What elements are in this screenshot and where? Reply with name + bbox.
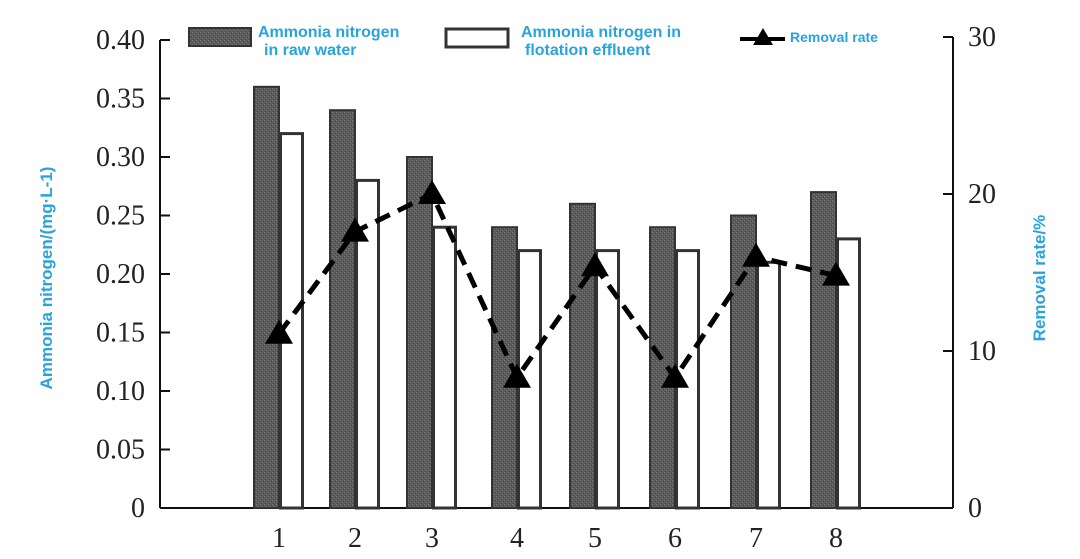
legend: Ammonia nitrogen in raw water Ammonia ni… xyxy=(188,24,878,59)
bars xyxy=(253,85,861,510)
y2-tick-label: 20 xyxy=(968,179,996,210)
x-ticks: 1 2 3 4 5 6 7 8 xyxy=(272,523,843,554)
y-tick-label: 0.05 xyxy=(96,435,145,466)
x-tick-label: 4 xyxy=(510,523,524,554)
y-tick-label: 0.30 xyxy=(96,142,145,173)
x-tick-label: 2 xyxy=(348,523,362,554)
bar-raw-water xyxy=(406,156,433,509)
legend-label-effluent-2: flotation effluent xyxy=(525,42,651,59)
y-tick-label: 0.10 xyxy=(96,376,145,407)
legend-label-raw-2: in raw water xyxy=(264,42,356,59)
right-ticks: 0 10 20 30 xyxy=(943,22,996,524)
bar-raw-water xyxy=(569,202,596,510)
y-tick-label: 0.15 xyxy=(96,318,145,349)
bar-flotation-effluent xyxy=(595,249,620,510)
removal-rate-marker xyxy=(822,261,850,286)
legend-marker-rate xyxy=(753,28,773,45)
left-ticks: 0 0.05 0.10 0.15 0.20 0.25 0.30 0.35 0.40 xyxy=(96,25,170,524)
y2-tick-label: 10 xyxy=(968,336,996,367)
y-tick-label: 0 xyxy=(131,493,145,524)
removal-rate-marker xyxy=(418,180,446,204)
y-tick-label: 0.40 xyxy=(96,25,145,56)
x-tick-label: 5 xyxy=(588,523,602,554)
x-tick-label: 7 xyxy=(749,523,763,554)
x-tick-label: 8 xyxy=(829,523,843,554)
removal-rate-marker xyxy=(265,319,293,344)
legend-swatch-effluent xyxy=(444,27,510,49)
bar-raw-water xyxy=(810,191,837,509)
y-axis-title: Ammonia nitrogen/(mg·L-1) xyxy=(37,167,56,390)
removal-rate-marker xyxy=(661,363,689,388)
bar-flotation-effluent xyxy=(355,178,380,510)
legend-label-rate: Removal rate xyxy=(790,29,878,45)
removal-rate-marker xyxy=(503,363,531,388)
y2-tick-label: 30 xyxy=(968,22,996,53)
y-tick-label: 0.25 xyxy=(96,201,145,232)
y2-axis-title: Removal rate/% xyxy=(1030,215,1049,342)
legend-label-effluent-1: Ammonia nitrogen in xyxy=(521,24,681,41)
x-tick-label: 3 xyxy=(425,523,439,554)
legend-swatch-raw xyxy=(188,27,252,47)
x-tick-label: 6 xyxy=(668,523,682,554)
removal-rate-marker xyxy=(341,217,369,242)
bar-flotation-effluent xyxy=(432,225,457,510)
legend-label-raw-1: Ammonia nitrogen xyxy=(258,24,399,41)
removal-rate-series xyxy=(265,180,850,388)
bar-flotation-effluent xyxy=(756,260,781,510)
bar-flotation-effluent xyxy=(279,132,304,510)
removal-rate-marker xyxy=(742,242,770,267)
y2-tick-label: 0 xyxy=(968,493,982,524)
removal-rate-line xyxy=(276,190,837,383)
bar-raw-water xyxy=(329,109,356,509)
y-tick-label: 0.20 xyxy=(96,259,145,290)
bar-flotation-effluent xyxy=(836,237,861,510)
y-tick-label: 0.35 xyxy=(96,84,145,115)
removal-rate-marker xyxy=(581,252,609,277)
bar-raw-water xyxy=(253,85,280,510)
x-tick-label: 1 xyxy=(272,523,286,554)
bar-raw-water xyxy=(649,226,676,509)
